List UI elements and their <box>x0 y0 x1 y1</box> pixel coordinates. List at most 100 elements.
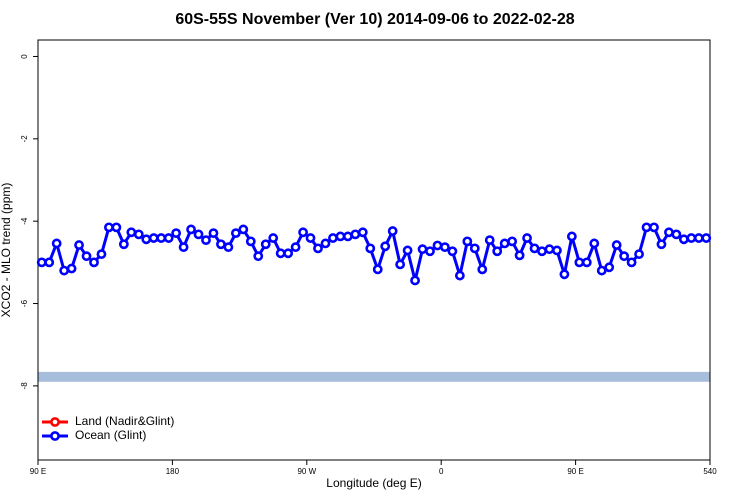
series-point <box>163 233 174 243</box>
series-point <box>313 243 323 254</box>
series-point <box>462 236 473 247</box>
chart-title: 60S-55S November (Ver 10) 2014-09-06 to … <box>175 11 574 28</box>
series-point <box>298 227 308 238</box>
series-point <box>133 229 144 240</box>
series-point <box>208 228 219 239</box>
series-point <box>425 246 435 257</box>
series-point <box>410 275 420 286</box>
series-point <box>544 244 555 255</box>
series-point <box>604 262 615 273</box>
series-point <box>230 228 241 239</box>
series-point <box>641 222 652 233</box>
series-point <box>492 246 503 257</box>
series-point <box>507 236 518 247</box>
series-point <box>469 243 480 254</box>
series-point <box>126 227 137 238</box>
series-point <box>678 234 689 245</box>
series-point <box>693 233 704 243</box>
series-point <box>141 234 152 245</box>
series-point <box>51 238 62 249</box>
series-point <box>350 229 361 240</box>
x-tick-label: 90 E <box>30 467 46 476</box>
series-point <box>566 231 577 242</box>
y-axis-label: XCO2 - MLO trend (ppm) <box>0 183 13 318</box>
plot-frame <box>37 39 711 461</box>
series-point <box>611 240 622 250</box>
series-point <box>260 239 271 250</box>
series-point <box>111 222 122 233</box>
y-tick-label: -8 <box>20 382 29 390</box>
series-point <box>372 264 383 275</box>
series-point <box>342 231 353 242</box>
series-point <box>223 242 234 253</box>
series-point <box>283 248 294 259</box>
series-point <box>148 233 159 243</box>
series-point <box>253 251 264 262</box>
series-point <box>701 233 712 243</box>
series-point <box>402 245 413 256</box>
series-point <box>118 239 129 250</box>
band <box>38 371 710 382</box>
series-point <box>454 270 465 281</box>
series-point <box>171 228 182 239</box>
series-point <box>477 264 488 275</box>
series-point <box>365 243 376 254</box>
legend-label: Land (Nadir&Glint) <box>75 414 174 428</box>
series-point <box>89 257 99 268</box>
series-point <box>36 257 47 268</box>
series-point <box>320 238 331 249</box>
legend-marker <box>50 417 60 427</box>
series-point <box>634 249 644 260</box>
series-point <box>178 242 189 253</box>
series-point <box>290 242 301 253</box>
series-point <box>380 241 391 252</box>
series-point <box>96 249 107 260</box>
series-point <box>74 240 84 250</box>
series-point <box>81 251 92 262</box>
series-point <box>656 239 667 250</box>
series-point <box>238 224 249 235</box>
x-axis-label: Longitude (deg E) <box>326 476 421 490</box>
series-point <box>537 246 547 257</box>
series-point <box>596 265 607 276</box>
series-point <box>671 229 682 240</box>
series-point <box>529 243 540 254</box>
y-tick-label: 0 <box>20 54 29 59</box>
x-tick-label: 90 E <box>567 467 583 476</box>
series-point <box>216 239 226 250</box>
y-tick-label: -6 <box>20 299 29 307</box>
series-point <box>664 227 674 238</box>
series-point <box>104 222 114 233</box>
series-point <box>447 246 458 257</box>
series-point <box>522 233 532 243</box>
legend-marker <box>50 431 60 441</box>
x-tick-label: 90 W <box>297 467 316 476</box>
series-point <box>514 250 525 261</box>
series-point <box>589 238 600 249</box>
series-point <box>268 233 279 243</box>
series-point <box>484 235 495 246</box>
series-point <box>328 233 338 243</box>
series-point <box>559 269 570 280</box>
x-tick-label: 0 <box>439 467 444 476</box>
x-tick-label: 180 <box>166 467 180 476</box>
series-point <box>275 248 286 259</box>
series-point <box>395 259 406 270</box>
series-point <box>440 242 450 253</box>
series-point <box>357 227 368 238</box>
series-point <box>44 257 55 268</box>
series-point <box>335 231 346 242</box>
series-point <box>619 251 630 262</box>
series-point <box>186 224 196 235</box>
series-point <box>156 233 167 243</box>
series-point <box>686 233 697 243</box>
series-point <box>417 244 428 255</box>
series-point <box>59 265 70 276</box>
series-point <box>552 245 562 256</box>
series-point <box>387 226 398 236</box>
series-point <box>305 233 316 243</box>
series-point <box>432 240 443 251</box>
series-point <box>193 229 204 240</box>
x-tick-label: 540 <box>703 467 717 476</box>
